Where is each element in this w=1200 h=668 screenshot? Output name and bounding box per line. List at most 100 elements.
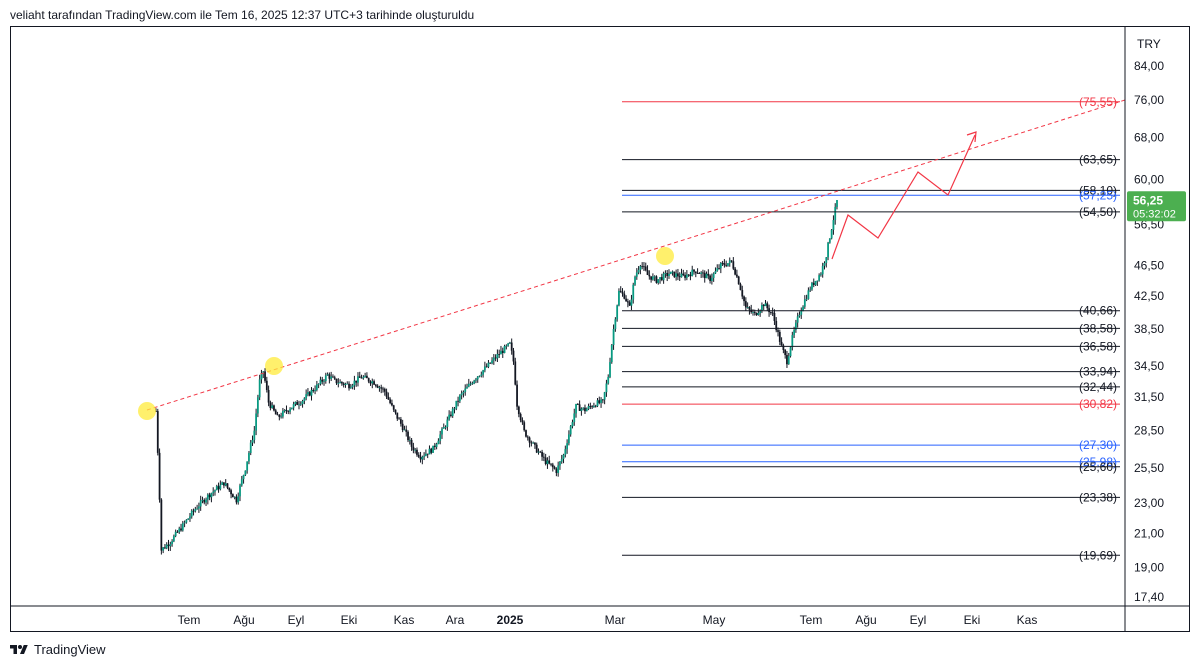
candle-body [787,356,790,365]
price-chart[interactable]: (75,55) (63,65) (58,10)(57,25) (54,50) (40,6… [0,0,1200,640]
candle-body [231,494,234,498]
candle-body [394,409,397,413]
candle-body [215,486,218,491]
candle-body [573,413,576,423]
candle-body [303,398,306,401]
time-tick-label: Ağu [855,613,876,627]
level-label: (63,65) [1079,153,1117,167]
candle-body [240,479,243,486]
candle-body [551,464,554,468]
candle-body [619,290,622,293]
candle-body [651,276,654,280]
candle-body [664,272,667,274]
candle-body [162,547,165,551]
candle-body [517,406,520,415]
candle-body [287,411,290,412]
candle-body [183,522,186,524]
candle-body [244,470,247,476]
candle-body [242,475,245,480]
candle-body [567,434,570,444]
candle-body [507,343,510,346]
candle-body [514,361,517,385]
price-tick-label: 46,50 [1134,258,1164,272]
candle-body [746,307,749,309]
candle-body [389,399,392,404]
candle-body [476,376,479,380]
candle-body [743,296,745,302]
candle-body [589,406,592,407]
candle-body [203,499,206,503]
candle-body [673,271,676,278]
candle-body [569,426,572,435]
candle-body [655,276,658,283]
candle-body [224,483,227,486]
chart-frame[interactable] [10,26,1190,632]
candle-body [644,266,647,271]
candle-body [414,449,417,451]
level-label: (25,98) [1079,455,1117,469]
candle-body [816,280,819,282]
candle-body [298,404,300,406]
candle-body [539,451,542,453]
candle-body [367,378,370,382]
candle-body [464,388,467,392]
highlight-marker [265,357,283,375]
candle-body [637,269,640,273]
candle-body [485,366,488,368]
candle-body [641,266,644,268]
candle-body [705,273,708,279]
candle-body [357,376,359,383]
candle-body [600,399,602,403]
candle-body [668,273,670,276]
candle-body [487,362,490,367]
candle-body [566,443,569,450]
level-label: (54,50) [1079,205,1117,219]
level-label: (19,69) [1079,548,1117,562]
candle-body [657,279,660,283]
candle-body [230,490,232,495]
candle-body [769,312,772,313]
candle-body [478,375,481,377]
candle-body [791,335,794,348]
candle-body [501,350,504,353]
candle-body [548,460,551,464]
candle-body [696,272,699,274]
candle-body [544,457,547,464]
candle-body [775,320,778,331]
candle-body [807,290,810,299]
price-tick-label: 42,50 [1134,289,1164,303]
time-tick-label: Ağu [233,613,254,627]
candle-body [721,262,724,264]
candle-body [832,220,835,230]
candle-body [494,357,497,359]
candle-body [764,303,767,307]
price-tick-label: 76,00 [1134,93,1164,107]
candle-body [385,391,388,397]
candle-body [675,273,678,278]
candle-body [828,238,831,243]
candle-body [766,303,769,309]
candle-body [587,406,590,409]
candle-body [768,308,770,313]
candle-body [812,282,815,285]
price-tick-label: 21,00 [1134,527,1164,541]
candle-body [421,456,424,460]
candle-body [289,409,291,412]
candle-body [757,312,760,315]
candle-body [694,271,697,273]
candle-body [680,273,683,278]
candle-body [333,377,336,379]
candle-body [392,405,395,410]
candle-body [301,400,304,404]
candle-body [834,206,837,221]
candle-body [789,347,792,357]
candle-body [467,383,470,387]
candle-body [546,460,549,464]
candle-body [192,510,195,512]
candle-body [716,268,719,272]
level-label: (23,38) [1079,490,1117,504]
candle-body [521,420,524,423]
candle-body [308,392,311,396]
candle-body [594,405,597,407]
level-label: (30,82) [1079,397,1117,411]
